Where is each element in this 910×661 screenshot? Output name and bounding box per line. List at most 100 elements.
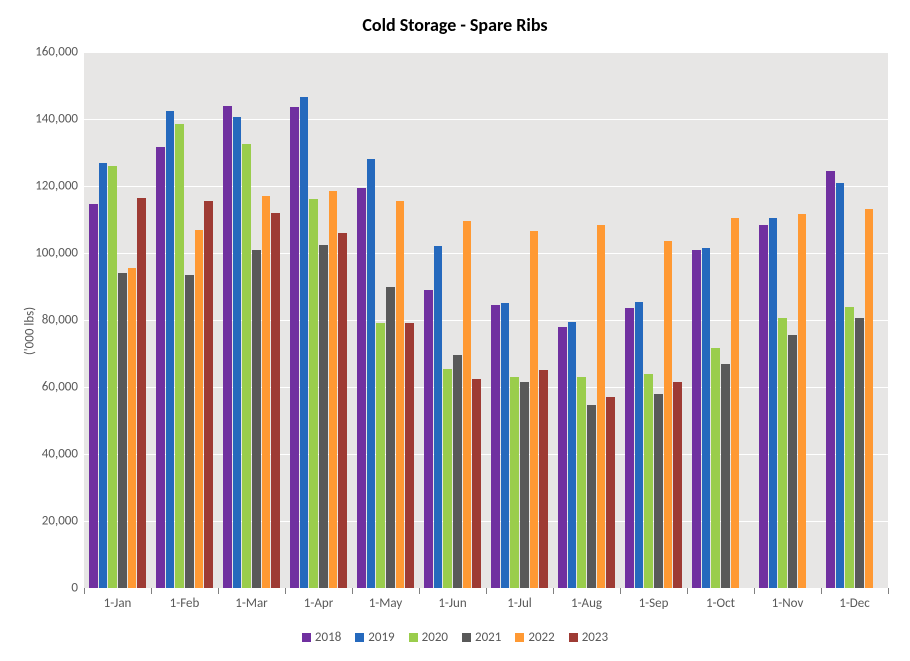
bar [252,250,261,588]
legend-swatch [355,633,364,642]
bar [175,124,184,588]
bar [491,305,500,588]
bar [367,159,376,588]
bar [587,405,596,588]
y-tick-label: 80,000 [42,313,84,328]
bar [721,364,730,588]
bar [759,225,768,588]
legend-swatch [302,633,311,642]
bar [195,230,204,588]
y-tick-label: 20,000 [42,514,84,529]
bar [386,287,395,589]
category-tick [553,588,554,594]
bar [137,198,146,588]
category-tick [285,588,286,594]
category-tick [218,588,219,594]
bar [156,147,165,588]
bar [128,268,137,588]
bar [702,248,711,588]
bar [242,144,251,588]
legend-item: 2021 [462,630,501,645]
category-tick [486,588,487,594]
x-tick-label: 1-Apr [304,588,333,611]
y-tick-label: 60,000 [42,380,84,395]
legend-label: 2018 [315,630,341,645]
bar [185,275,194,588]
legend-label: 2019 [368,630,394,645]
y-tick-label: 40,000 [42,447,84,462]
bar [357,188,366,588]
legend-label: 2023 [582,630,608,645]
legend-label: 2021 [475,630,501,645]
chart-title: Cold Storage - Spare Ribs [0,14,910,36]
grid-line [84,119,888,120]
bar [271,213,280,588]
bar [826,171,835,588]
bar [434,246,443,588]
x-tick-label: 1-Feb [170,588,200,611]
x-tick-label: 1-Sep [639,588,669,611]
y-tick-label: 140,000 [35,112,84,127]
bar [405,323,414,588]
bar [530,231,539,588]
bar [472,379,481,588]
category-tick [687,588,688,594]
bar [89,204,98,588]
legend-label: 2022 [528,630,554,645]
bar [778,318,787,588]
bar [711,348,720,588]
bar [262,196,271,588]
bar [520,382,529,588]
bar [453,355,462,588]
legend-swatch [409,633,418,642]
bar [233,117,242,588]
legend-item: 2022 [515,630,554,645]
bar [118,273,127,588]
legend-swatch [515,633,524,642]
bar [338,233,347,588]
bar [108,166,117,588]
x-tick-label: 1-May [369,588,403,611]
legend-item: 2023 [569,630,608,645]
legend-label: 2020 [422,630,448,645]
bar [539,370,548,588]
category-tick [151,588,152,594]
category-tick [754,588,755,594]
category-tick [620,588,621,594]
bar [501,303,510,588]
bar [788,335,797,588]
category-tick [419,588,420,594]
bar [463,221,472,588]
x-tick-label: 1-Mar [235,588,267,611]
bar [319,245,328,588]
bar [309,199,318,588]
x-tick-label: 1-Aug [571,588,602,611]
bar [769,218,778,588]
bar [865,209,874,588]
bar [396,201,405,588]
bar [99,163,108,588]
y-tick-label: 120,000 [35,179,84,194]
chart-container: Cold Storage - Spare Ribs ('000 lbs) 020… [0,0,910,661]
bar [855,318,864,588]
x-tick-label: 1-Dec [839,588,870,611]
category-tick [888,588,889,594]
bar [606,397,615,588]
bar [204,201,213,588]
bar [290,107,299,588]
legend-item: 2020 [409,630,448,645]
bar [166,111,175,588]
bar [692,250,701,588]
bar [845,307,854,588]
x-tick-label: 1-Oct [706,588,735,611]
x-tick-label: 1-Jun [438,588,466,611]
bar [731,218,740,588]
y-tick-label: 100,000 [35,246,84,261]
y-tick-label: 160,000 [35,45,84,60]
bar [577,377,586,588]
bar [424,290,433,588]
legend: 2018 2019 2020 2021 2022 2023 [0,630,910,645]
grid-line [84,186,888,187]
bar [376,323,385,588]
bar [654,394,663,588]
